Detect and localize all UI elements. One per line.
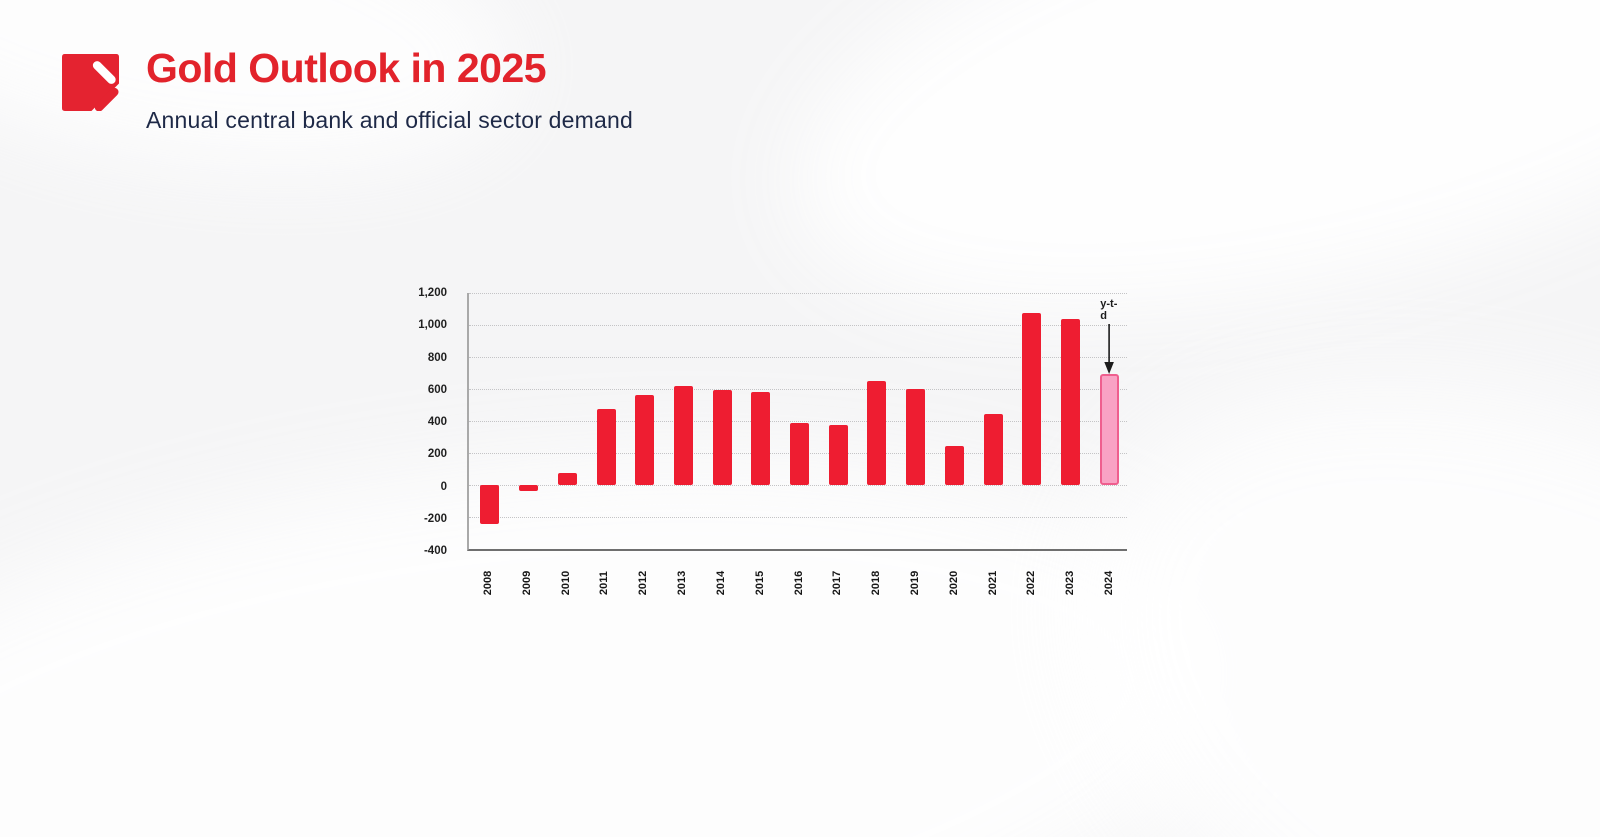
x-tick-label-2010: 2010 [559, 570, 572, 596]
x-tick-label-2016: 2016 [792, 570, 805, 596]
x-tick-label-2015: 2015 [753, 570, 766, 596]
y-tick-label: 0 [440, 480, 447, 493]
y-axis: 1,200 1,000 800 600 400 200 0 -200 -400 [399, 287, 447, 557]
bar-2011 [596, 409, 616, 485]
page-subtitle: Annual central bank and official sector … [146, 107, 633, 134]
x-tick-label-2021: 2021 [986, 570, 999, 596]
gridline [469, 389, 1127, 390]
bar-2018 [867, 381, 887, 485]
bar-2014 [712, 389, 732, 485]
x-tick-label-2008: 2008 [481, 570, 494, 596]
bar-chart: 1,200 1,000 800 600 400 200 0 -200 -400 y-t-d 20… [399, 287, 1139, 595]
y-tick-label: -400 [423, 545, 447, 557]
page-with-pen-icon [62, 54, 119, 112]
bar-2008 [480, 485, 500, 525]
x-tick-label-2013: 2013 [676, 570, 689, 596]
y-tick-label: 800 [427, 351, 447, 364]
bar-2017 [828, 425, 848, 485]
bar-2016 [790, 422, 810, 485]
x-tick-label-2014: 2014 [714, 570, 727, 596]
y-tick-label: -200 [423, 512, 447, 525]
x-tick-label-2024: 2024 [1103, 570, 1116, 596]
x-tick-label-2023: 2023 [1064, 570, 1077, 596]
x-tick-label-2009: 2009 [520, 570, 533, 596]
down-arrow-icon [1104, 324, 1114, 374]
ytd-annotation-label: y-t-d [1100, 298, 1118, 322]
bar-2023 [1060, 318, 1080, 485]
x-tick-label-2012: 2012 [637, 570, 650, 596]
x-tick-label-2020: 2020 [947, 570, 960, 596]
bar-2015 [751, 392, 771, 485]
x-tick-label-2019: 2019 [909, 570, 922, 596]
bar-2012 [635, 394, 655, 485]
x-tick-label-2011: 2011 [598, 571, 611, 595]
y-tick-label: 400 [427, 416, 447, 428]
gridline [469, 485, 1127, 486]
gridline [469, 293, 1127, 294]
page-title: Gold Outlook in 2025 [146, 45, 547, 91]
bar-2020 [944, 445, 964, 485]
y-tick-label: 1,000 [418, 319, 447, 332]
x-tick-label-2018: 2018 [870, 570, 883, 596]
bar-2019 [906, 389, 926, 485]
bar-2010 [557, 473, 577, 485]
x-axis: 2008 2009 2010 2011 2012 2013 2014 2015 2016 2017… [467, 557, 1127, 601]
gridline [469, 517, 1127, 518]
title-block: Gold Outlook in 2025 Annual central bank… [146, 45, 633, 134]
x-tick-label-2022: 2022 [1025, 570, 1038, 596]
bar-2009 [519, 485, 539, 491]
bar-2022 [1022, 313, 1042, 485]
header: Gold Outlook in 2025 Annual central bank… [62, 45, 633, 134]
gridline [469, 325, 1127, 326]
gridline [469, 357, 1127, 358]
bar-2013 [673, 385, 693, 485]
y-tick-label: 600 [427, 383, 447, 396]
plot-area: y-t-d [467, 293, 1127, 551]
y-tick-label: 200 [427, 448, 447, 461]
x-tick-label-2017: 2017 [831, 570, 844, 596]
bar-2021 [983, 413, 1003, 485]
y-tick-label: 1,200 [418, 287, 447, 299]
gridline [469, 421, 1127, 422]
bar-2024 [1099, 373, 1119, 485]
ytd-annotation: y-t-d [1100, 298, 1118, 374]
